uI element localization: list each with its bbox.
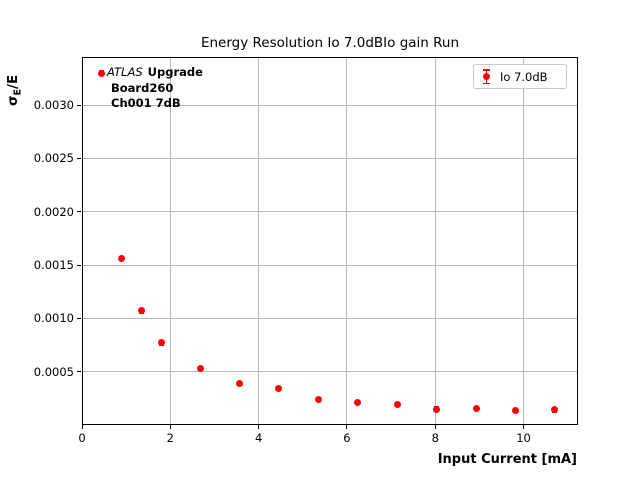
y-gridline: [82, 157, 577, 159]
y-gridline: [82, 317, 577, 319]
x-gridline: [258, 57, 260, 424]
x-tick-mark: [258, 425, 260, 429]
x-tick-label: 6: [343, 431, 351, 445]
x-gridline: [434, 57, 436, 424]
x-gridline: [169, 57, 171, 424]
y-tick-mark: [77, 317, 81, 319]
x-tick-mark: [434, 425, 436, 429]
x-tick-label: 10: [516, 431, 531, 445]
legend-box: Io 7.0dB: [473, 64, 567, 89]
legend-entry-label: Io 7.0dB: [500, 69, 548, 84]
y-axis-label-subscript: E: [12, 88, 24, 96]
y-gridline: [82, 104, 577, 106]
y-tick-label: 0.0025: [33, 151, 74, 166]
x-tick-label: 8: [431, 431, 439, 445]
y-tick-label: 0.0010: [33, 311, 74, 326]
x-tick-mark: [523, 425, 525, 429]
y-tick-mark: [77, 264, 81, 266]
y-tick-mark: [77, 211, 81, 213]
y-axis-label-rest: /E: [5, 74, 21, 89]
y-gridline: [82, 264, 577, 266]
legend-errorbar-marker-icon: [474, 68, 500, 85]
x-gridline: [346, 57, 348, 424]
y-tick-mark: [77, 371, 81, 373]
plot-area: [82, 57, 578, 425]
y-gridline: [82, 211, 577, 213]
annotation-line-3: Ch001 7dB: [111, 96, 181, 110]
y-tick-label: 0.0020: [33, 204, 74, 219]
y-tick-mark: [77, 157, 81, 159]
y-tick-label: 0.0030: [33, 98, 74, 112]
x-tick-mark: [81, 425, 83, 429]
y-tick-label: 0.0015: [33, 258, 74, 273]
x-tick-label: 4: [254, 431, 263, 445]
plot-annotation: ATLAS Upgrade Board260 Ch001 7dB: [107, 65, 203, 112]
x-tick-label: 2: [166, 431, 174, 445]
x-tick-mark: [346, 425, 348, 429]
legend-dot: [483, 73, 490, 80]
y-tick-label: 0.0005: [33, 364, 74, 379]
x-tick-mark: [169, 425, 171, 429]
annotation-line-1: ATLAS Upgrade: [107, 65, 203, 81]
legend-errorbar-cap: [483, 69, 490, 71]
legend-errorbar-cap: [483, 82, 490, 84]
chart-title: Energy Resolution Io 7.0dBIo gain Run: [200, 35, 460, 51]
x-gridline: [523, 57, 525, 424]
y-tick-mark: [77, 104, 81, 106]
annotation-line-2: Board260: [111, 80, 174, 95]
x-tick-label: 0: [78, 431, 86, 445]
x-axis-label: Input Current [mA]: [437, 452, 577, 467]
annotation-tag: Upgrade: [147, 65, 203, 79]
y-gridline: [82, 371, 577, 373]
annotation-experiment: ATLAS: [107, 65, 143, 79]
